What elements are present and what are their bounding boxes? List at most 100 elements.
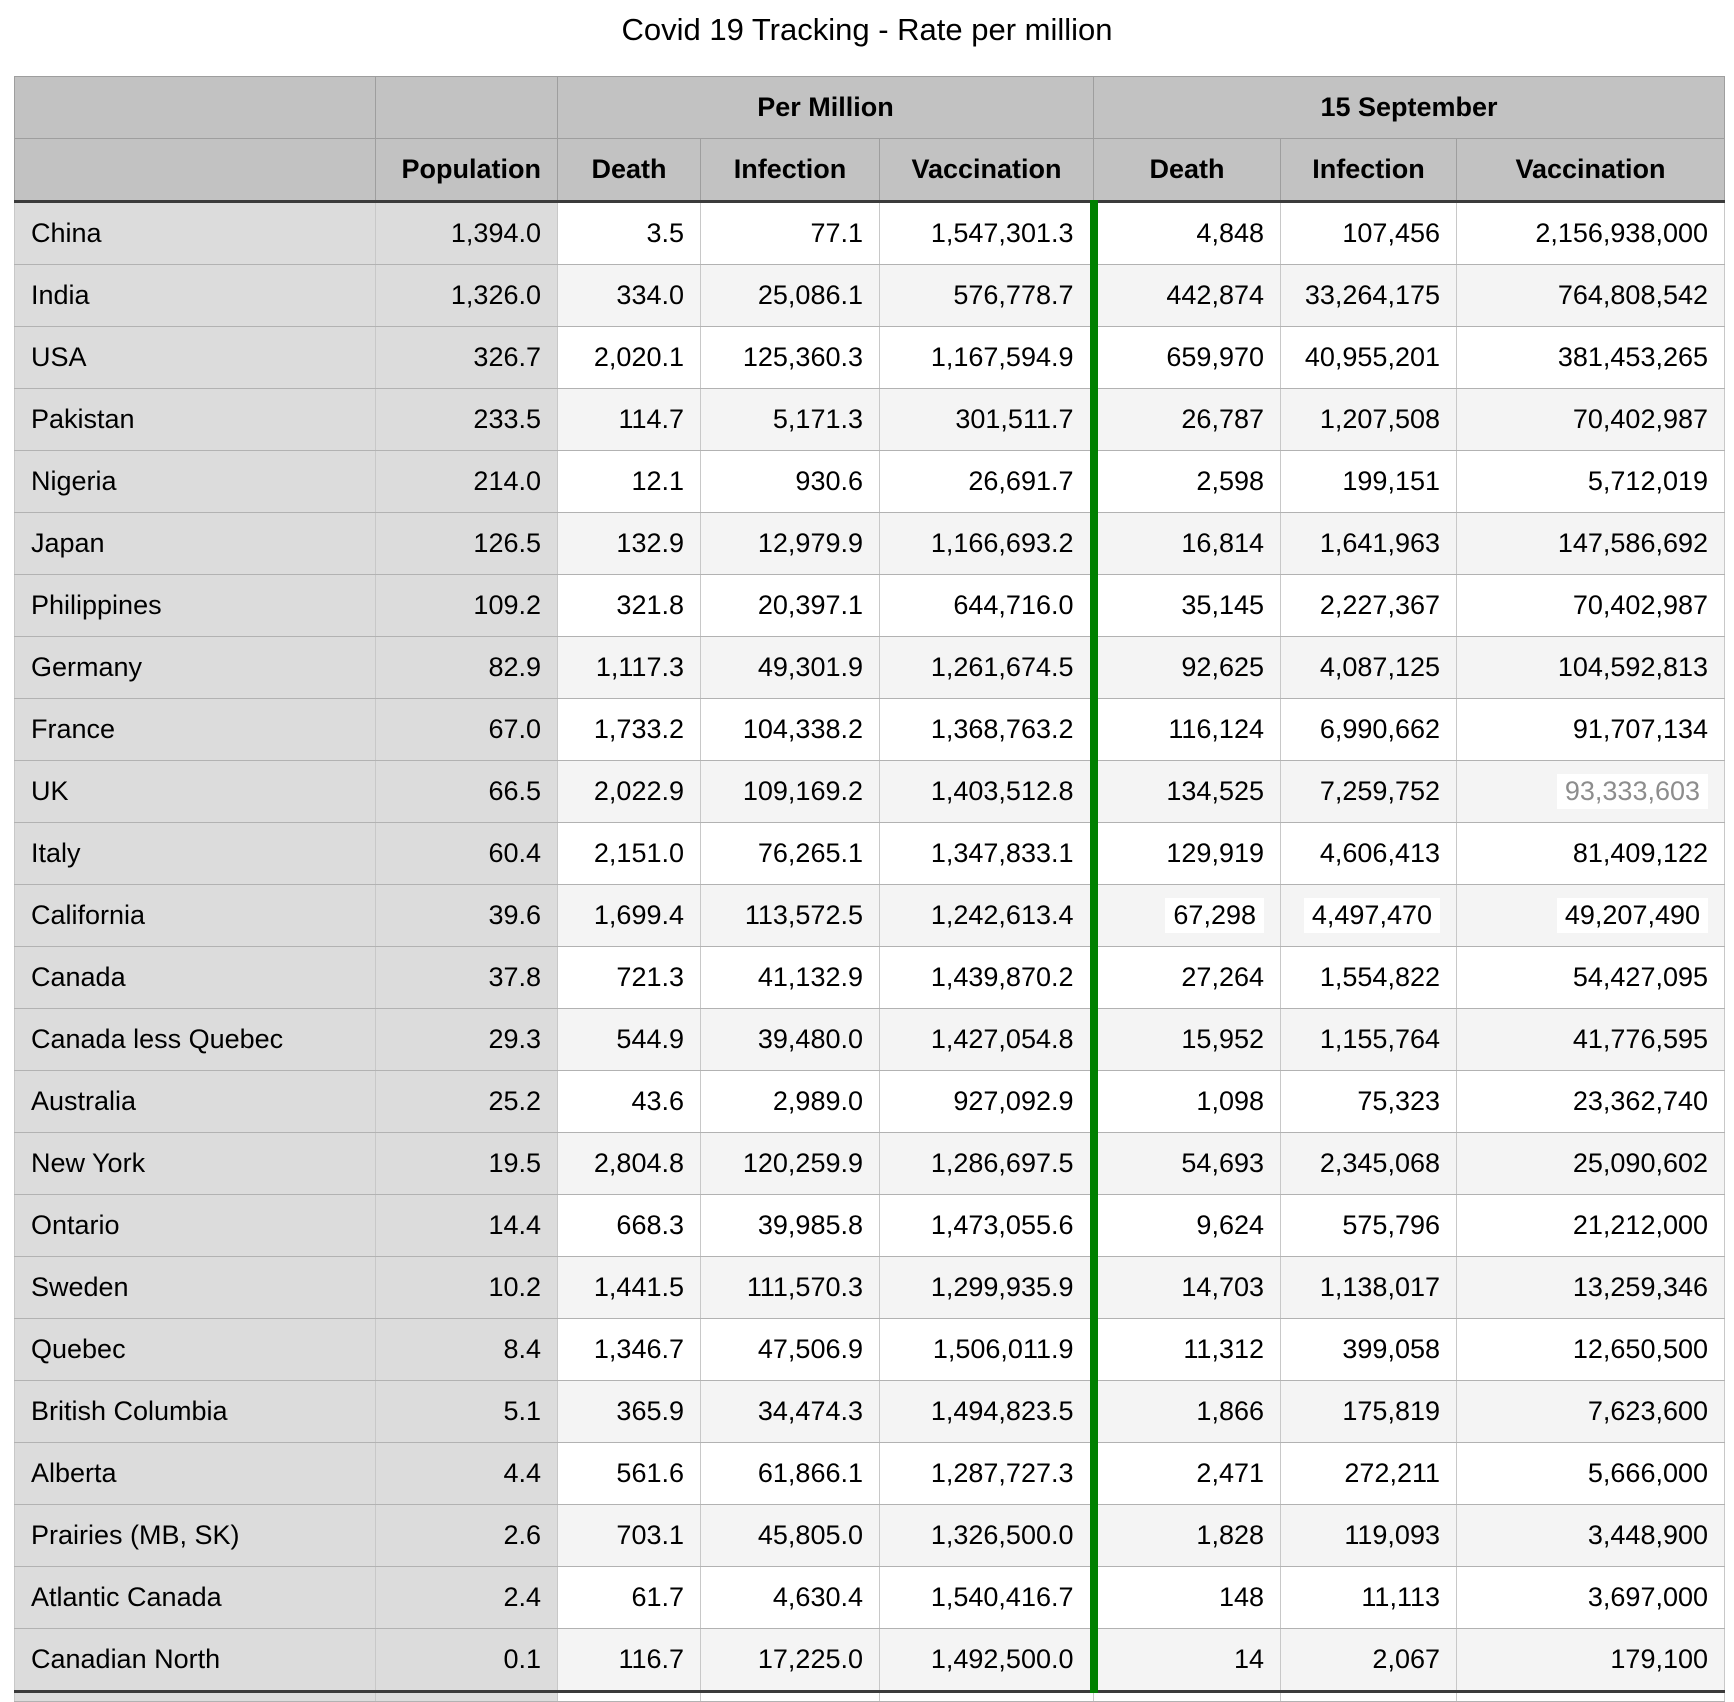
cell-value: 17,225.0 — [757, 1644, 863, 1674]
cell-value: 82.9 — [488, 652, 541, 682]
sep-vaccination-cell: 104,592,813 — [1455, 636, 1726, 699]
cell-value: 0.1 — [503, 1644, 541, 1674]
cell-value: 4,848 — [1196, 218, 1264, 248]
cell-value: 930.6 — [795, 466, 863, 496]
table-row: Australia 25.2 43.6 2,989.0 927,092.9 1,098 75… — [14, 1070, 1726, 1133]
cell-value: 1,554,822 — [1319, 962, 1440, 992]
sep-death-cell: 54,693 — [1089, 1132, 1281, 1195]
sep-death-cell: 9,624 — [1089, 1194, 1281, 1257]
pm-death-cell: 1,441.5 — [557, 1256, 701, 1319]
pm-infection-cell: 76,265.1 — [700, 822, 880, 885]
cell-value: 2,471 — [1196, 1458, 1264, 1488]
table-row: Canada less Quebec 29.3 544.9 39,480.0 1,427… — [14, 1008, 1726, 1071]
cell-value: 70,402,987 — [1572, 404, 1709, 434]
cell-value: 576,778.7 — [953, 280, 1074, 310]
cell-value: 927,092.9 — [953, 1086, 1074, 1116]
cell-value: 25,090,602 — [1572, 1148, 1709, 1178]
cell-value: 16,814 — [1181, 528, 1264, 558]
pm-death-cell: 544.9 — [557, 1008, 701, 1071]
cell-value: 1,699.4 — [593, 900, 684, 930]
cell-value: 20,397.1 — [757, 590, 863, 620]
pm-vaccination-cell: 1,347,833.1 — [879, 822, 1094, 885]
cell-value: 104,338.2 — [742, 714, 863, 744]
cell-value: 1,207,508 — [1319, 404, 1440, 434]
pm-death-cell: 321.8 — [557, 574, 701, 637]
table-row: UK 66.5 2,022.9 109,169.2 1,403,512.8 134,525… — [14, 760, 1726, 823]
sep-vaccination-cell: 70,402,987 — [1455, 388, 1726, 451]
group-header-empty — [14, 76, 376, 139]
cell-value: 26,691.7 — [968, 466, 1074, 496]
partial-cell — [879, 1690, 1094, 1702]
cell-value: 39,985.8 — [757, 1210, 863, 1240]
partial-row — [14, 1690, 1726, 1702]
row-label: Prairies (MB, SK) — [14, 1504, 376, 1567]
cell-value: 2.6 — [503, 1520, 541, 1550]
table-row: New York 19.5 2,804.8 120,259.9 1,286,697.5 5… — [14, 1132, 1726, 1195]
table-row: India 1,326.0 334.0 25,086.1 576,778.7 442,87… — [14, 264, 1726, 327]
pm-infection-cell: 39,985.8 — [700, 1194, 880, 1257]
cell-value: 4,497,470 — [1303, 898, 1440, 933]
sep-infection-cell: 40,955,201 — [1280, 326, 1457, 389]
cell-value: 113,572.5 — [744, 900, 863, 930]
pm-infection-cell: 111,570.3 — [700, 1256, 880, 1319]
cell-value: 703.1 — [616, 1520, 684, 1550]
pm-death-cell: 2,022.9 — [557, 760, 701, 823]
table-row: China 1,394.0 3.5 77.1 1,547,301.3 4,848 107,4… — [14, 201, 1726, 265]
cell-value: 4,087,125 — [1319, 652, 1440, 682]
cell-value: 1,286,697.5 — [930, 1148, 1074, 1178]
pm-infection-cell: 113,572.5 — [700, 884, 880, 947]
column-header-vaccination-4: Vaccination — [879, 138, 1094, 203]
pm-infection-cell: 49,301.9 — [700, 636, 880, 699]
pm-death-cell: 668.3 — [557, 1194, 701, 1257]
sep-vaccination-cell: 23,362,740 — [1455, 1070, 1726, 1133]
sep-death-cell: 92,625 — [1089, 636, 1281, 699]
row-label: France — [14, 698, 376, 761]
cell-value: 1,733.2 — [593, 714, 684, 744]
cell-value: 561.6 — [616, 1458, 684, 1488]
row-label: Nigeria — [14, 450, 376, 513]
sep-vaccination-cell: 3,697,000 — [1455, 1566, 1726, 1629]
cell-value: 12,650,500 — [1572, 1334, 1709, 1364]
sep-infection-cell: 2,227,367 — [1280, 574, 1457, 637]
pm-death-cell: 1,346.7 — [557, 1318, 701, 1381]
pm-death-cell: 334.0 — [557, 264, 701, 327]
cell-value: 2,151.0 — [593, 838, 684, 868]
sep-infection-cell: 1,207,508 — [1280, 388, 1457, 451]
cell-value: 54,427,095 — [1572, 962, 1709, 992]
cell-value: 10.2 — [488, 1272, 541, 1302]
cell-value: 321.8 — [616, 590, 684, 620]
cell-value: 2,067 — [1372, 1644, 1440, 1674]
cell-value: 2,598 — [1196, 466, 1264, 496]
pm-death-cell: 2,804.8 — [557, 1132, 701, 1195]
pm-death-cell: 12.1 — [557, 450, 701, 513]
sep-infection-cell: 4,087,125 — [1280, 636, 1457, 699]
row-label: Japan — [14, 512, 376, 575]
pm-vaccination-cell: 1,166,693.2 — [879, 512, 1094, 575]
population-cell: 5.1 — [375, 1380, 558, 1443]
cell-value: 1,287,727.3 — [930, 1458, 1074, 1488]
cell-value: 4,606,413 — [1319, 838, 1440, 868]
cell-value: 23,362,740 — [1572, 1086, 1709, 1116]
sep-vaccination-cell: 179,100 — [1455, 1628, 1726, 1692]
cell-value: 272,211 — [1344, 1458, 1440, 1488]
cell-value: 1,346.7 — [593, 1334, 684, 1364]
pm-death-cell: 61.7 — [557, 1566, 701, 1629]
cell-value: 129,919 — [1166, 838, 1264, 868]
pm-infection-cell: 34,474.3 — [700, 1380, 880, 1443]
pm-death-cell: 721.3 — [557, 946, 701, 1009]
table-row: Italy 60.4 2,151.0 76,265.1 1,347,833.1 129,9… — [14, 822, 1726, 885]
pm-infection-cell: 104,338.2 — [700, 698, 880, 761]
column-header-empty — [14, 138, 376, 203]
cell-value: 1,540,416.7 — [930, 1582, 1074, 1612]
sep-death-cell: 659,970 — [1089, 326, 1281, 389]
sep-vaccination-cell: 21,212,000 — [1455, 1194, 1726, 1257]
cell-value: 54,693 — [1181, 1148, 1264, 1178]
cell-value: 2,989.0 — [772, 1086, 863, 1116]
cell-value: 61,866.1 — [757, 1458, 863, 1488]
cell-value: 2,156,938,000 — [1535, 218, 1709, 248]
table-row: USA 326.7 2,020.1 125,360.3 1,167,594.9 659,9… — [14, 326, 1726, 389]
column-header-infection-3: Infection — [700, 138, 880, 203]
row-label: Pakistan — [14, 388, 376, 451]
cell-value: 1,427,054.8 — [930, 1024, 1074, 1054]
row-label: Quebec — [14, 1318, 376, 1381]
